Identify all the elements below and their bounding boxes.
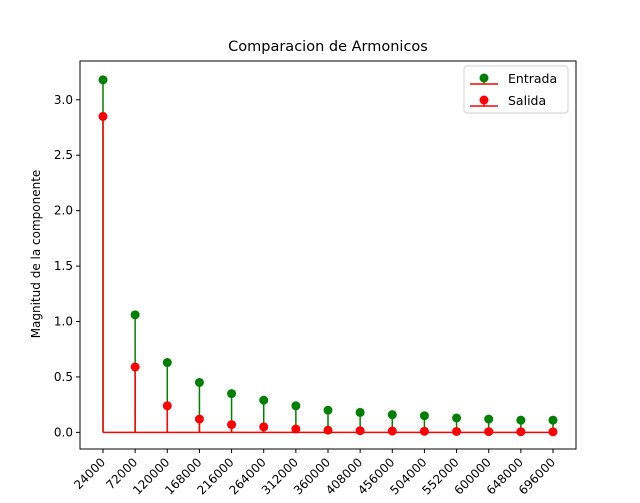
y-tick-label: 1.5: [54, 259, 73, 273]
legend-entry-salida: Salida: [470, 93, 546, 108]
stem-marker: [484, 427, 494, 437]
legend-marker: [479, 95, 489, 105]
stem-marker: [419, 426, 429, 436]
stem-layer: [98, 75, 558, 437]
markers-salida: [98, 111, 558, 437]
stem-marker: [516, 427, 526, 437]
stem-marker: [548, 427, 558, 437]
stem-marker: [323, 425, 333, 435]
y-tick-label: 1.0: [54, 315, 73, 329]
y-tick-label: 2.0: [54, 204, 73, 218]
stem-marker: [162, 401, 172, 411]
y-axis-label: Magnitud de la componente: [29, 170, 43, 339]
stem-marker: [516, 415, 526, 425]
stem-marker: [484, 414, 494, 424]
legend-label: Salida: [508, 93, 546, 108]
stem-marker: [227, 389, 237, 399]
legend-entry-entrada: Entrada: [470, 71, 557, 86]
stem-marker: [291, 401, 301, 411]
stem-marker: [194, 377, 204, 387]
stem-marker: [452, 413, 462, 423]
legend: Entrada Salida: [463, 65, 569, 114]
stem-marker: [130, 362, 140, 372]
y-tick-label: 3.0: [54, 93, 73, 107]
stem-marker: [355, 407, 365, 417]
legend-box: [463, 65, 569, 114]
stem-marker: [130, 310, 140, 320]
markers-entrada: [98, 75, 558, 425]
legend-label: Entrada: [508, 71, 557, 86]
plot-frame: [79, 60, 577, 450]
y-axis: 0.0 0.5 1.0 1.5 2.0 2.5 3.0: [54, 93, 80, 439]
stem-marker: [452, 426, 462, 436]
stem-marker: [259, 422, 269, 432]
y-tick-label: 0.0: [54, 425, 73, 439]
stem-marker: [355, 426, 365, 436]
stem-marker: [98, 111, 108, 121]
stem-marker: [548, 415, 558, 425]
stem-marker: [259, 395, 269, 405]
stem-marker: [291, 424, 301, 434]
stem-marker: [227, 420, 237, 430]
stem-marker: [387, 426, 397, 436]
stem-marker: [323, 405, 333, 415]
y-tick-label: 0.5: [54, 370, 73, 384]
legend-marker: [479, 73, 489, 83]
stem-marker: [419, 411, 429, 421]
stem-marker: [162, 358, 172, 368]
stem-marker: [98, 75, 108, 85]
stem-marker: [194, 414, 204, 424]
stem-marker: [387, 410, 397, 420]
chart-title: Comparacion de Armonicos: [228, 39, 428, 55]
y-tick-label: 2.5: [54, 148, 73, 162]
